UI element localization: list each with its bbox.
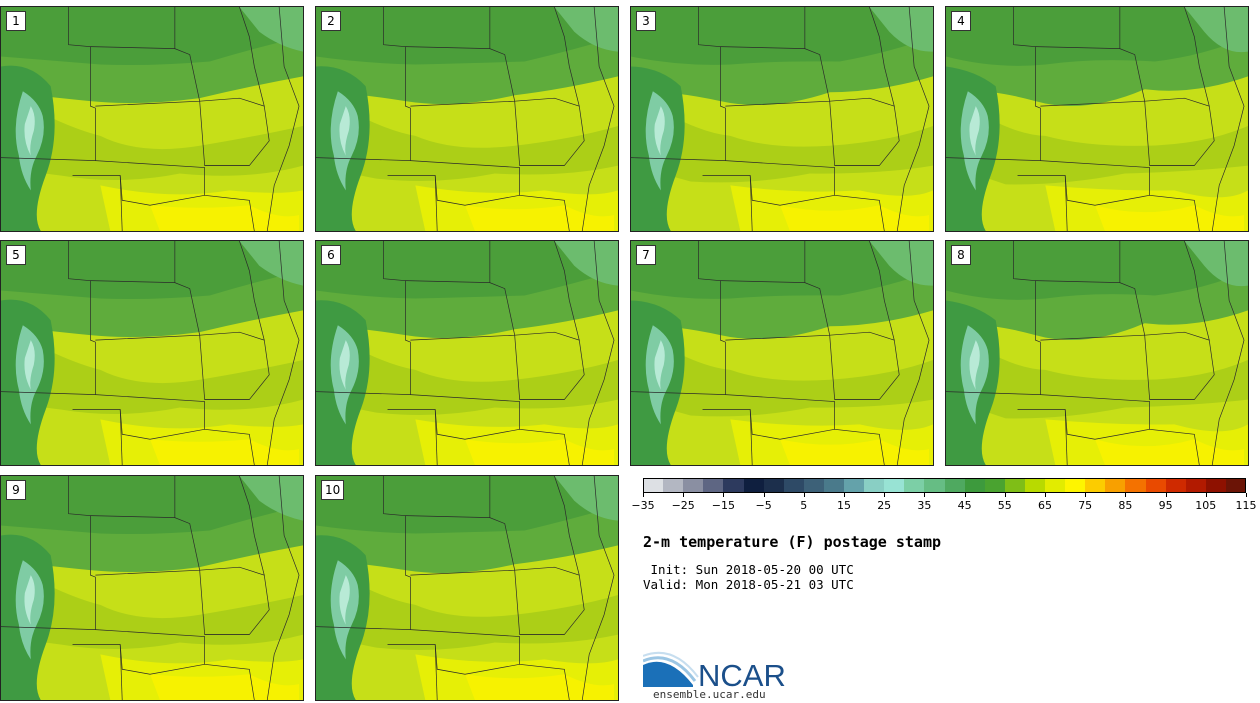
colorbar-tick-label: −5 xyxy=(755,499,772,512)
map-panel: 4 xyxy=(945,6,1249,232)
colorbar-swatch xyxy=(703,478,724,493)
temperature-map xyxy=(316,241,618,465)
map-panel: 1 xyxy=(0,6,304,232)
colorbar-tick-label: 15 xyxy=(837,499,851,512)
colorbar-swatch xyxy=(1185,478,1207,493)
site-url: ensemble.ucar.edu xyxy=(653,688,766,701)
member-label: 2 xyxy=(321,11,341,31)
colorbar-swatch xyxy=(663,478,684,493)
map-panel: 8 xyxy=(945,240,1249,466)
colorbar-tick-label: 105 xyxy=(1195,499,1217,512)
product-title: 2-m temperature (F) postage stamp xyxy=(643,533,942,551)
colorbar-swatch xyxy=(1085,478,1106,493)
colorbar-swatch xyxy=(884,478,905,493)
colorbar-swatch xyxy=(1225,478,1247,493)
member-label: 5 xyxy=(6,245,26,265)
colorbar-swatch xyxy=(984,478,1006,493)
colorbar-swatch xyxy=(1145,478,1167,493)
colorbar-tick-label: 95 xyxy=(1158,499,1173,512)
colorbar-swatch xyxy=(1045,478,1066,493)
temperature-map xyxy=(316,7,618,231)
map-panel: 3 xyxy=(630,6,934,232)
ncar-logo-text: NCAR xyxy=(698,658,786,693)
colorbar-swatch xyxy=(1165,478,1187,493)
colorbar-tick xyxy=(763,493,765,497)
temperature-map xyxy=(631,7,933,231)
colorbar-swatch xyxy=(803,478,825,493)
colorbar-swatch xyxy=(683,478,704,493)
ncar-logo: NCAR xyxy=(643,651,786,693)
colorbar-swatch xyxy=(1105,478,1126,493)
colorbar-tick xyxy=(964,493,966,497)
colorbar-tick xyxy=(884,493,886,497)
colorbar-swatch xyxy=(723,478,744,493)
colorbar-swatch xyxy=(783,478,805,493)
member-label: 1 xyxy=(6,11,26,31)
colorbar-swatch xyxy=(643,478,664,493)
colorbar-swatch xyxy=(743,478,765,493)
colorbar-swatch xyxy=(904,478,925,493)
colorbar-swatch xyxy=(964,478,986,493)
map-panel: 5 xyxy=(0,240,304,466)
colorbar-swatch xyxy=(944,478,966,493)
colorbar-swatch xyxy=(1125,478,1146,493)
colorbar-tick-label: −15 xyxy=(711,499,735,512)
colorbar-frame xyxy=(643,478,1246,493)
temperature-map xyxy=(1,476,303,700)
member-label: 8 xyxy=(951,245,971,265)
map-panel: 9 xyxy=(0,475,304,701)
colorbar-tick-label: −25 xyxy=(671,499,695,512)
temperature-map xyxy=(946,7,1248,231)
temperature-map xyxy=(1,7,303,231)
colorbar-swatch xyxy=(1024,478,1046,493)
member-label: 10 xyxy=(321,480,345,500)
valid-time: Valid: Mon 2018-05-21 03 UTC xyxy=(643,577,854,592)
colorbar-tick-label: 45 xyxy=(957,499,972,512)
colorbar-tick-label: 25 xyxy=(877,499,892,512)
init-time: Init: Sun 2018-05-20 00 UTC xyxy=(643,562,854,577)
colorbar-tick xyxy=(683,493,685,497)
colorbar-tick xyxy=(924,493,926,497)
temperature-map xyxy=(946,241,1248,465)
colorbar-tick xyxy=(1205,493,1207,497)
colorbar-tick-label: 115 xyxy=(1235,499,1257,512)
colorbar-swatch xyxy=(763,478,785,493)
temperature-map xyxy=(1,241,303,465)
colorbar-tick xyxy=(1085,493,1087,497)
colorbar-tick xyxy=(643,493,644,497)
colorbar-tick xyxy=(1125,493,1127,497)
colorbar-swatch xyxy=(844,478,865,493)
map-panel: 6 xyxy=(315,240,619,466)
colorbar-tick xyxy=(723,493,725,497)
member-label: 7 xyxy=(636,245,656,265)
colorbar-tick-label: −35 xyxy=(631,499,655,512)
colorbar-tick xyxy=(844,493,845,497)
colorbar-tick-label: 55 xyxy=(997,499,1012,512)
colorbar-tick xyxy=(803,493,805,497)
member-label: 6 xyxy=(321,245,341,265)
map-panel: 7 xyxy=(630,240,934,466)
colorbar-tick xyxy=(1246,493,1247,497)
colorbar-tick xyxy=(1045,493,1046,497)
colorbar-swatch xyxy=(1004,478,1026,493)
colorbar-tick-label: 75 xyxy=(1078,499,1093,512)
colorbar-tick-label: 65 xyxy=(1038,499,1052,512)
temperature-map xyxy=(631,241,933,465)
colorbar-swatch xyxy=(1205,478,1227,493)
map-panel: 10 xyxy=(315,475,619,701)
colorbar-tick-label: 85 xyxy=(1118,499,1133,512)
temperature-map xyxy=(316,476,618,700)
colorbar-swatch xyxy=(864,478,885,493)
member-label: 4 xyxy=(951,11,971,31)
colorbar-swatch xyxy=(1065,478,1086,493)
colorbar-swatch xyxy=(823,478,845,493)
member-label: 3 xyxy=(636,11,656,31)
colorbar-tick xyxy=(1165,493,1167,497)
colorbar-tick-label: 5 xyxy=(800,499,808,512)
member-label: 9 xyxy=(6,480,26,500)
colorbar-tick xyxy=(1004,493,1006,497)
colorbar-tick-label: 35 xyxy=(917,499,932,512)
map-panel: 2 xyxy=(315,6,619,232)
colorbar-swatch xyxy=(924,478,945,493)
